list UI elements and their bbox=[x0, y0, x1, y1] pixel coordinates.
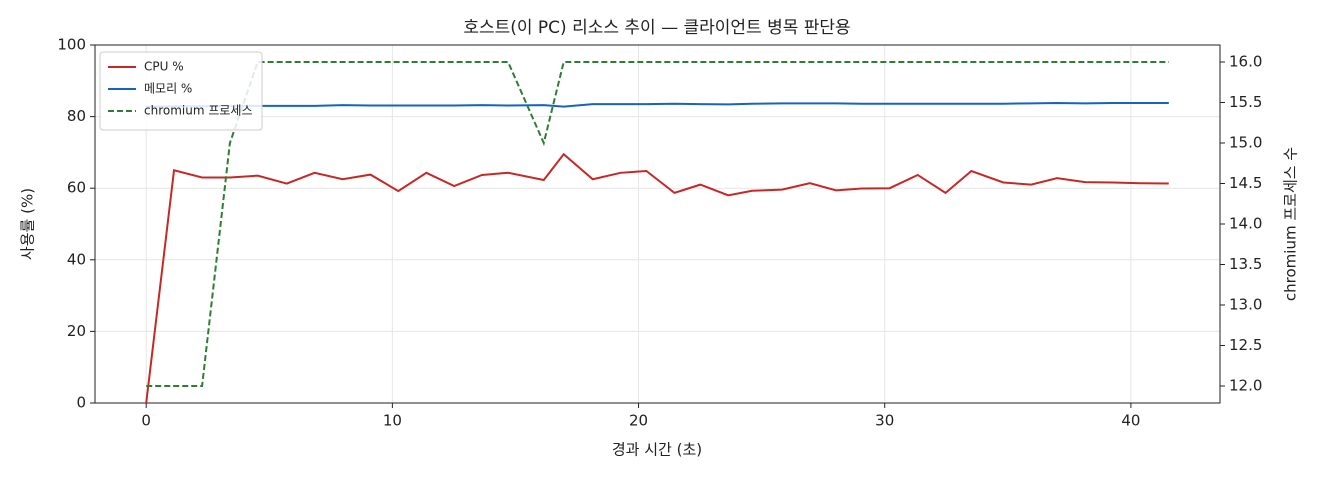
y2-tick-label: 15.0 bbox=[1229, 134, 1262, 152]
legend-label: chromium 프로세스 bbox=[144, 104, 253, 118]
y2-tick-label: 16.0 bbox=[1229, 53, 1262, 71]
y-tick-label: 0 bbox=[76, 394, 86, 412]
y-tick-label: 20 bbox=[67, 322, 86, 340]
y-tick-label: 60 bbox=[67, 179, 86, 197]
x-tick-label: 10 bbox=[383, 412, 402, 430]
series-line bbox=[146, 61, 1169, 387]
plot-frame bbox=[94, 44, 1221, 404]
series-line bbox=[145, 152, 1169, 404]
y2-axis-label: chromium 프로세스 수 bbox=[1282, 147, 1300, 301]
legend: CPU % 메모리 % chromium 프로세스 bbox=[99, 51, 263, 131]
y2-tick-label: 12.0 bbox=[1229, 376, 1262, 394]
series-line bbox=[146, 101, 1169, 108]
y-tick-label: 80 bbox=[67, 107, 86, 125]
y-tick-label: 100 bbox=[57, 36, 86, 54]
y2-tick-label: 14.5 bbox=[1229, 174, 1262, 192]
chart-title: 호스트(이 PC) 리소스 추이 — 클라이언트 병목 판단용 bbox=[463, 18, 850, 38]
x-tick-label: 0 bbox=[141, 412, 151, 430]
x-tick-label: 20 bbox=[629, 412, 648, 430]
y-tick-label: 40 bbox=[67, 250, 86, 268]
x-tick-label: 30 bbox=[875, 412, 894, 430]
legend-label: 메모리 % bbox=[144, 82, 192, 96]
y2-tick-label: 14.0 bbox=[1229, 215, 1262, 233]
legend-label: CPU % bbox=[144, 60, 184, 74]
legend-box bbox=[99, 51, 263, 131]
y2-tick-label: 13.0 bbox=[1229, 295, 1262, 313]
y-axis-label: 사용률 (%) bbox=[19, 188, 37, 260]
y2-tick-label: 12.5 bbox=[1229, 336, 1262, 354]
y2-tick-label: 15.5 bbox=[1229, 93, 1262, 111]
x-axis-label: 경과 시간 (초) bbox=[612, 441, 702, 459]
x-tick-label: 40 bbox=[1121, 412, 1140, 430]
y2-tick-label: 13.5 bbox=[1229, 255, 1262, 273]
